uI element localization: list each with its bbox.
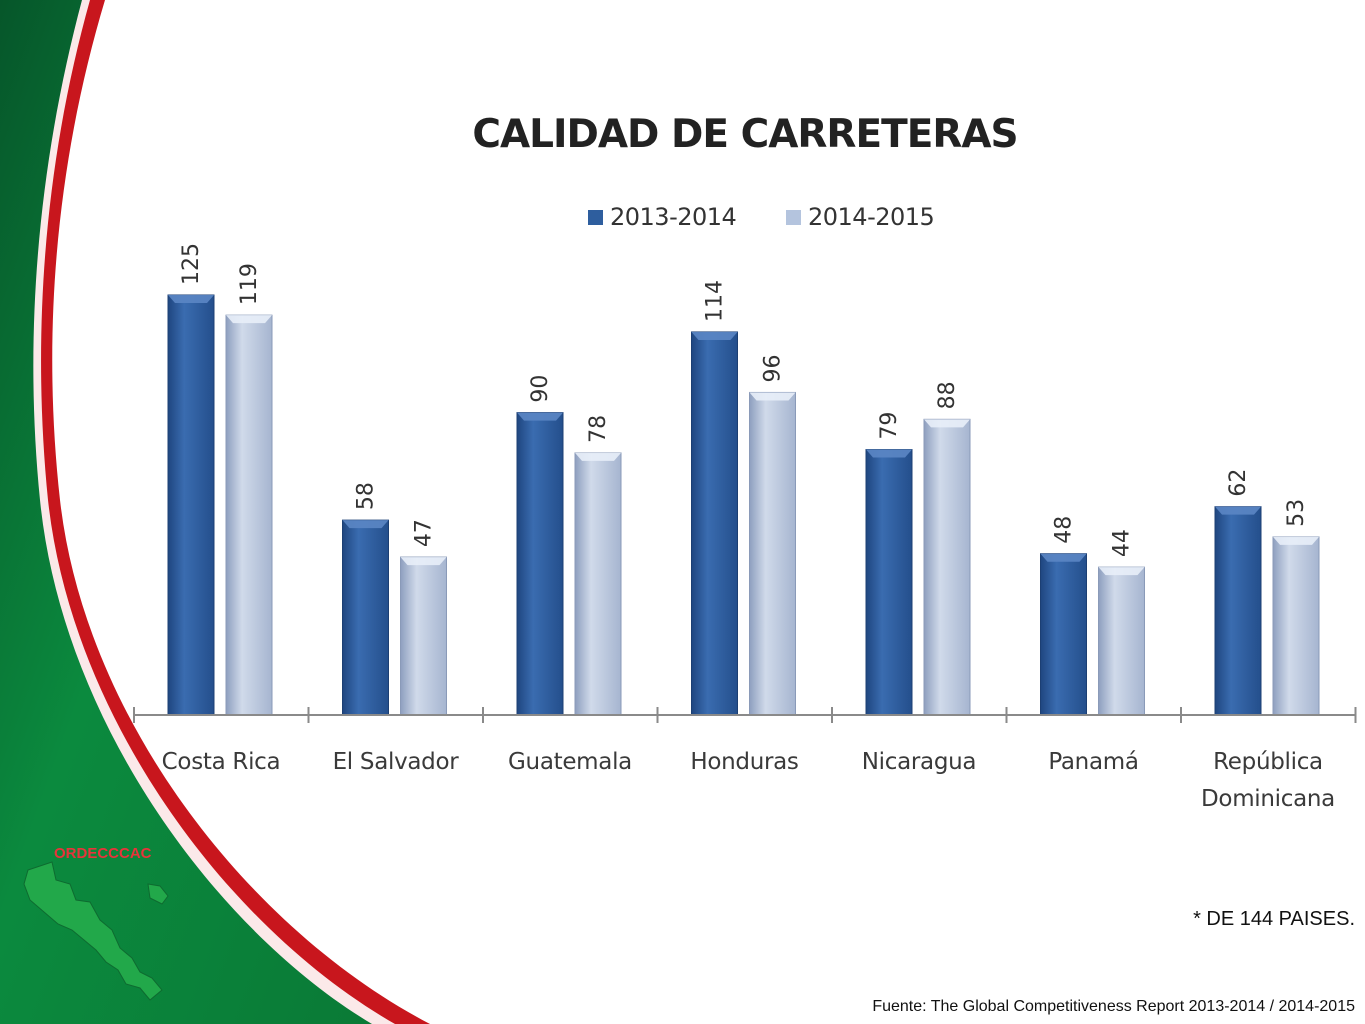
x-tick-label-line: Dominicana xyxy=(1201,786,1335,812)
value-label-1-2: 90 xyxy=(528,375,553,403)
x-tick-label-line: Honduras xyxy=(690,749,799,775)
source-citation: Fuente: The Global Competitiveness Repor… xyxy=(872,998,1355,1015)
bar-cap-2-0 xyxy=(226,315,272,324)
x-tick-label: Panamá xyxy=(1007,744,1181,781)
value-label-2-1: 47 xyxy=(412,519,437,547)
x-tick-label: Nicaragua xyxy=(832,744,1006,781)
bar-2-1 xyxy=(400,556,447,716)
brand-label: ORDECCCAC xyxy=(54,845,152,862)
x-tick-label-line: Guatemala xyxy=(508,749,632,775)
bar-2-0 xyxy=(225,314,273,716)
bar-cap-2-6 xyxy=(1273,536,1319,545)
value-label-2-0: 119 xyxy=(237,263,262,305)
bar-cap-1-1 xyxy=(342,520,389,529)
value-label-1-6: 62 xyxy=(1226,469,1251,497)
green-swoosh xyxy=(0,0,372,1024)
bar-cap-1-0 xyxy=(168,295,214,303)
bar-1-4 xyxy=(865,449,913,716)
central-america-map-icon xyxy=(23,861,169,1001)
bar-cap-2-4 xyxy=(924,419,970,428)
x-tick-label-line: El Salvador xyxy=(332,749,459,775)
value-label-2-5: 44 xyxy=(1110,529,1135,557)
value-label-1-3: 114 xyxy=(703,280,728,322)
value-label-1-0: 125 xyxy=(179,243,204,285)
legend-label-series-2: 2014-2015 xyxy=(808,203,935,231)
bar-cap-2-3 xyxy=(749,392,796,401)
bar-cap-1-2 xyxy=(517,412,563,421)
bar-1-2 xyxy=(516,412,564,716)
legend-swatch-series-1 xyxy=(588,209,603,225)
x-tick-label-line: Panamá xyxy=(1048,749,1139,775)
bar-cap-1-6 xyxy=(1215,506,1261,515)
bar-cap-1-4 xyxy=(866,449,912,458)
bar-1-1 xyxy=(342,519,389,716)
legend-item-series-1: 2013-2014 xyxy=(588,202,737,232)
x-tick-label-line: República xyxy=(1213,749,1323,775)
bar-1-5 xyxy=(1040,553,1087,716)
bar-cap-2-5 xyxy=(1098,567,1145,576)
x-tick-label: República Dominicana xyxy=(1181,744,1355,818)
value-label-2-4: 88 xyxy=(935,381,960,409)
x-tick-label: Honduras xyxy=(658,744,832,781)
bar-1-0 xyxy=(167,294,215,716)
bar-cap-1-3 xyxy=(691,331,738,340)
bar-2-4 xyxy=(923,418,971,716)
bar-2-6 xyxy=(1272,536,1320,716)
value-label-1-1: 58 xyxy=(354,482,379,510)
bar-2-5 xyxy=(1098,566,1145,716)
bar-cap-2-1 xyxy=(400,557,447,566)
x-tick-label: Costa Rica xyxy=(134,744,308,781)
legend-label-series-1: 2013-2014 xyxy=(610,203,737,231)
legend-swatch-series-2 xyxy=(786,209,801,225)
value-label-1-4: 79 xyxy=(877,412,902,440)
x-tick-label: El Salvador xyxy=(309,744,483,781)
bar-2-3 xyxy=(749,391,796,716)
bar-2-2 xyxy=(574,452,622,716)
bar-1-6 xyxy=(1214,506,1262,716)
x-tick-label: Guatemala xyxy=(483,744,657,781)
x-tick-label-line: Costa Rica xyxy=(161,749,281,775)
bar-1-3 xyxy=(691,331,738,716)
x-tick-label-line: Nicaragua xyxy=(861,749,977,775)
footnote: * DE 144 PAISES. xyxy=(1193,908,1355,930)
chart-title: CALIDAD DE CARRETERAS xyxy=(472,112,1018,157)
value-label-2-3: 96 xyxy=(761,354,786,382)
value-label-1-5: 48 xyxy=(1052,516,1077,544)
bar-cap-2-2 xyxy=(575,452,621,461)
value-label-2-6: 53 xyxy=(1284,499,1309,527)
bar-cap-1-5 xyxy=(1040,553,1087,562)
legend-item-series-2: 2014-2015 xyxy=(786,202,935,232)
value-label-2-2: 78 xyxy=(586,415,611,443)
